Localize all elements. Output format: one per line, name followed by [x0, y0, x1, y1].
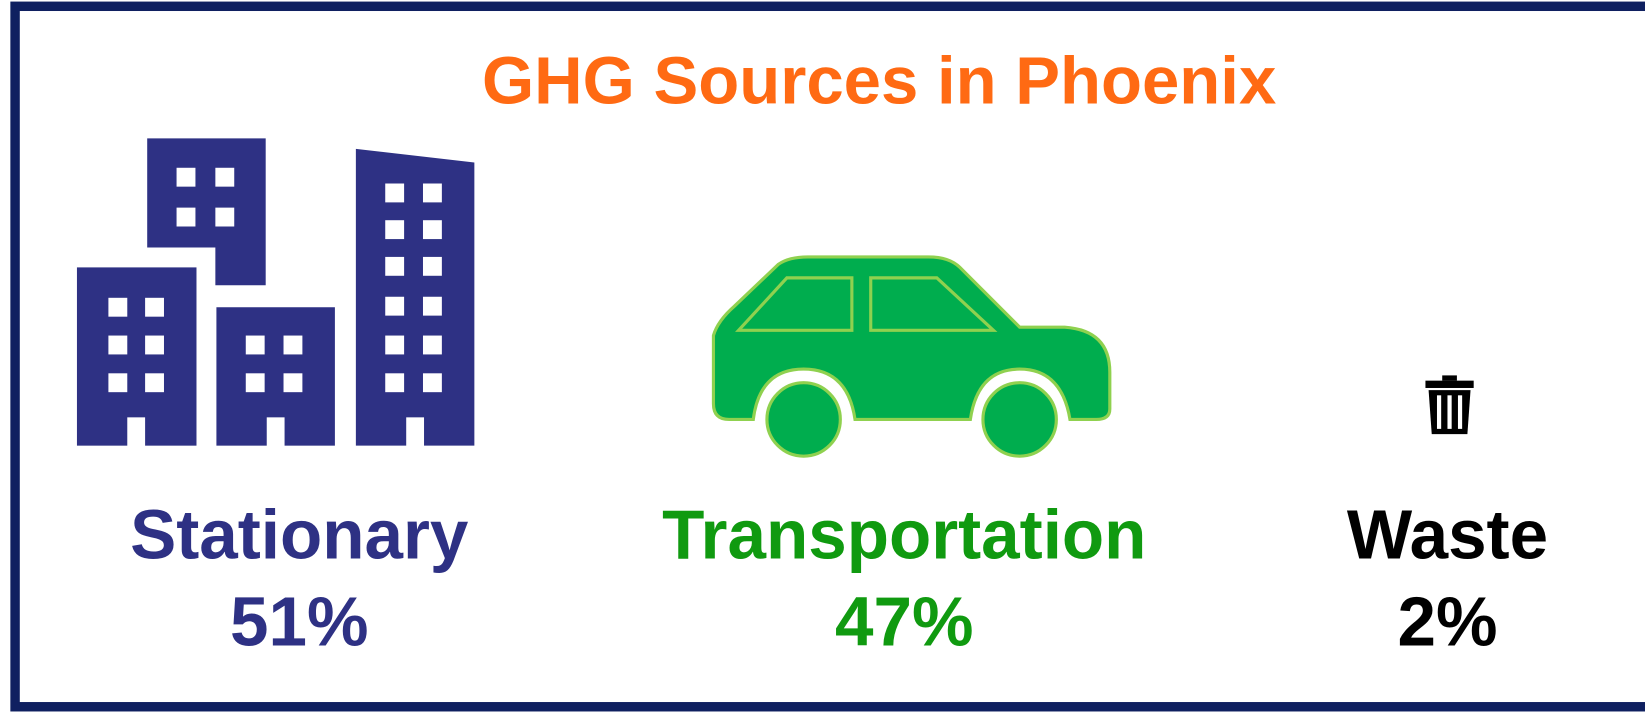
item-share: 2%	[1397, 582, 1497, 660]
buildings-icon	[76, 138, 475, 447]
title: GHG Sources in Phoenix	[482, 44, 1276, 119]
item-share: 51%	[230, 582, 368, 660]
trash-icon	[1425, 375, 1474, 435]
car-icon	[711, 255, 1112, 458]
item-label: Stationary	[130, 495, 469, 573]
item-label: Transportation	[662, 495, 1146, 573]
item-share: 47%	[835, 582, 973, 660]
item-label: Waste	[1347, 495, 1548, 573]
